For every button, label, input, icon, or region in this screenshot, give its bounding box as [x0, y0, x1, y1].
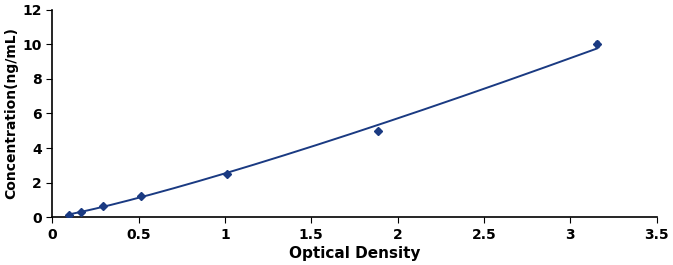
X-axis label: Optical Density: Optical Density [289, 246, 420, 261]
Y-axis label: Concentration(ng/mL): Concentration(ng/mL) [4, 28, 18, 200]
